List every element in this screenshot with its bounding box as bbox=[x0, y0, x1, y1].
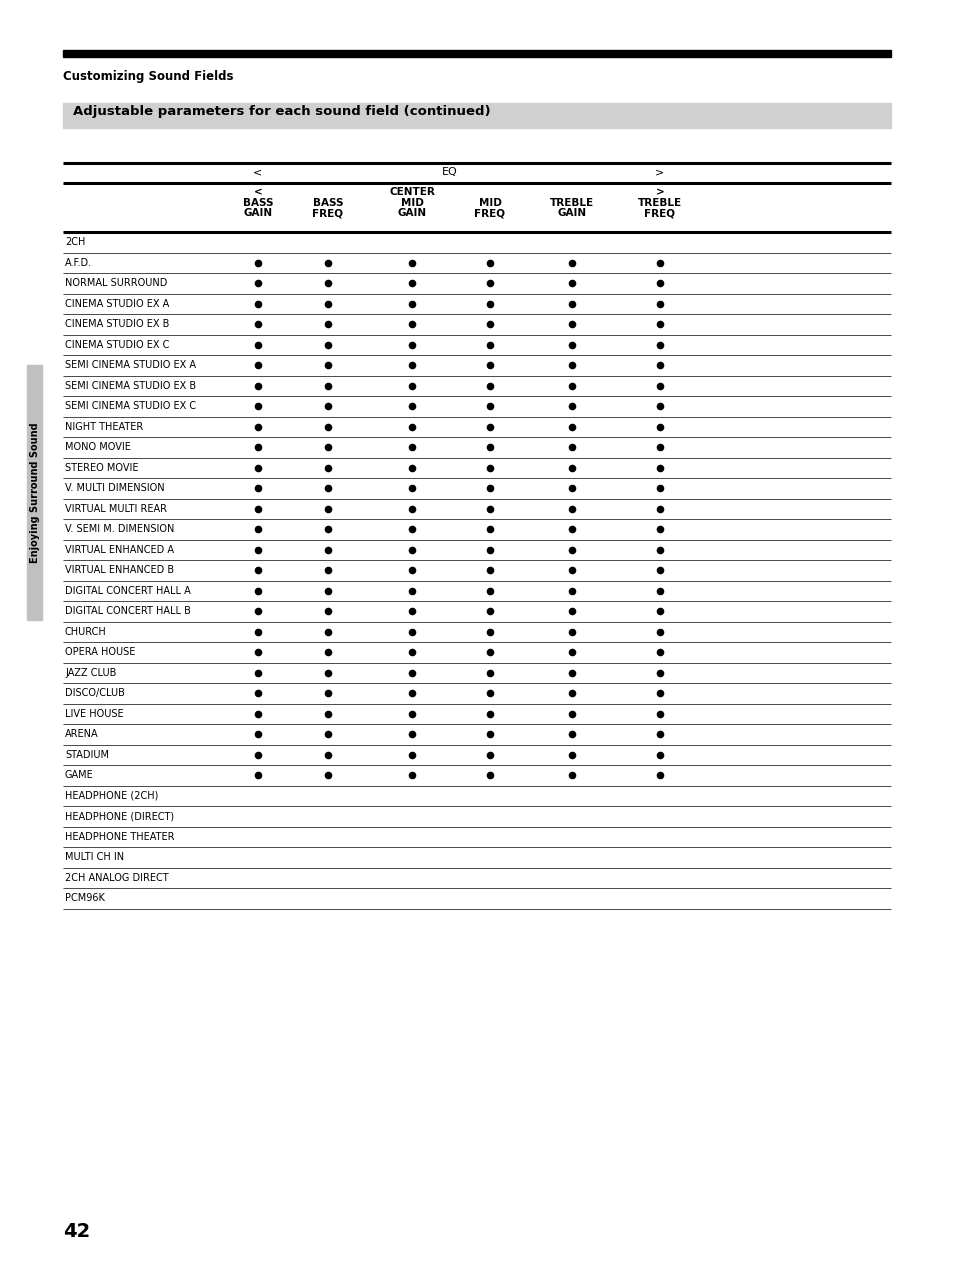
Text: 2CH: 2CH bbox=[65, 237, 85, 247]
Text: EQ: EQ bbox=[441, 167, 457, 177]
Text: LIVE HOUSE: LIVE HOUSE bbox=[65, 708, 124, 719]
Text: HEADPHONE THEATER: HEADPHONE THEATER bbox=[65, 832, 174, 842]
Bar bbox=[27, 364, 42, 620]
Text: OPERA HOUSE: OPERA HOUSE bbox=[65, 647, 135, 657]
Text: BASS: BASS bbox=[313, 197, 343, 208]
Text: TREBLE: TREBLE bbox=[638, 197, 681, 208]
Text: <: < bbox=[253, 187, 262, 197]
Text: CHURCH: CHURCH bbox=[65, 627, 107, 637]
Text: BASS: BASS bbox=[242, 197, 273, 208]
Text: DIGITAL CONCERT HALL A: DIGITAL CONCERT HALL A bbox=[65, 586, 191, 596]
Text: GAIN: GAIN bbox=[557, 208, 586, 218]
Text: Adjustable parameters for each sound field (continued): Adjustable parameters for each sound fie… bbox=[73, 104, 490, 118]
Text: >: > bbox=[655, 187, 663, 197]
Text: MID: MID bbox=[400, 197, 423, 208]
Text: NIGHT THEATER: NIGHT THEATER bbox=[65, 422, 143, 432]
Text: DISCO/CLUB: DISCO/CLUB bbox=[65, 688, 125, 698]
Text: >: > bbox=[655, 167, 664, 177]
Text: VIRTUAL ENHANCED A: VIRTUAL ENHANCED A bbox=[65, 545, 173, 554]
Text: NORMAL SURROUND: NORMAL SURROUND bbox=[65, 278, 167, 288]
Text: STADIUM: STADIUM bbox=[65, 750, 109, 759]
Text: SEMI CINEMA STUDIO EX A: SEMI CINEMA STUDIO EX A bbox=[65, 361, 195, 371]
Text: CINEMA STUDIO EX A: CINEMA STUDIO EX A bbox=[65, 298, 169, 308]
Text: VIRTUAL ENHANCED B: VIRTUAL ENHANCED B bbox=[65, 566, 174, 576]
Text: STEREO MOVIE: STEREO MOVIE bbox=[65, 462, 138, 473]
Text: MID: MID bbox=[478, 197, 501, 208]
Text: VIRTUAL MULTI REAR: VIRTUAL MULTI REAR bbox=[65, 503, 167, 513]
Text: ARENA: ARENA bbox=[65, 729, 98, 739]
Text: Enjoying Surround Sound: Enjoying Surround Sound bbox=[30, 423, 40, 563]
Text: MONO MOVIE: MONO MOVIE bbox=[65, 442, 131, 452]
Text: SEMI CINEMA STUDIO EX B: SEMI CINEMA STUDIO EX B bbox=[65, 381, 196, 391]
Text: GAME: GAME bbox=[65, 771, 93, 780]
Text: HEADPHONE (DIRECT): HEADPHONE (DIRECT) bbox=[65, 812, 174, 822]
Text: FREQ: FREQ bbox=[474, 208, 505, 218]
Text: FREQ: FREQ bbox=[644, 208, 675, 218]
Text: MULTI CH IN: MULTI CH IN bbox=[65, 852, 124, 862]
Text: 2CH ANALOG DIRECT: 2CH ANALOG DIRECT bbox=[65, 873, 169, 883]
Text: FREQ: FREQ bbox=[313, 208, 343, 218]
Text: HEADPHONE (2CH): HEADPHONE (2CH) bbox=[65, 791, 158, 801]
Bar bbox=[63, 103, 890, 127]
Text: CINEMA STUDIO EX B: CINEMA STUDIO EX B bbox=[65, 320, 170, 329]
Text: GAIN: GAIN bbox=[243, 208, 273, 218]
Text: Customizing Sound Fields: Customizing Sound Fields bbox=[63, 70, 233, 83]
Text: GAIN: GAIN bbox=[397, 208, 426, 218]
Text: CENTER: CENTER bbox=[389, 187, 435, 197]
Bar bbox=[63, 50, 890, 57]
Text: DIGITAL CONCERT HALL B: DIGITAL CONCERT HALL B bbox=[65, 606, 191, 617]
Text: V. SEMI M. DIMENSION: V. SEMI M. DIMENSION bbox=[65, 524, 174, 534]
Text: A.F.D.: A.F.D. bbox=[65, 257, 92, 268]
Text: JAZZ CLUB: JAZZ CLUB bbox=[65, 668, 116, 678]
Text: 42: 42 bbox=[63, 1222, 91, 1241]
Text: PCM96K: PCM96K bbox=[65, 893, 105, 903]
Text: TREBLE: TREBLE bbox=[549, 197, 594, 208]
Text: <: < bbox=[253, 167, 262, 177]
Text: V. MULTI DIMENSION: V. MULTI DIMENSION bbox=[65, 483, 165, 493]
Text: CINEMA STUDIO EX C: CINEMA STUDIO EX C bbox=[65, 340, 170, 350]
Text: SEMI CINEMA STUDIO EX C: SEMI CINEMA STUDIO EX C bbox=[65, 401, 196, 412]
